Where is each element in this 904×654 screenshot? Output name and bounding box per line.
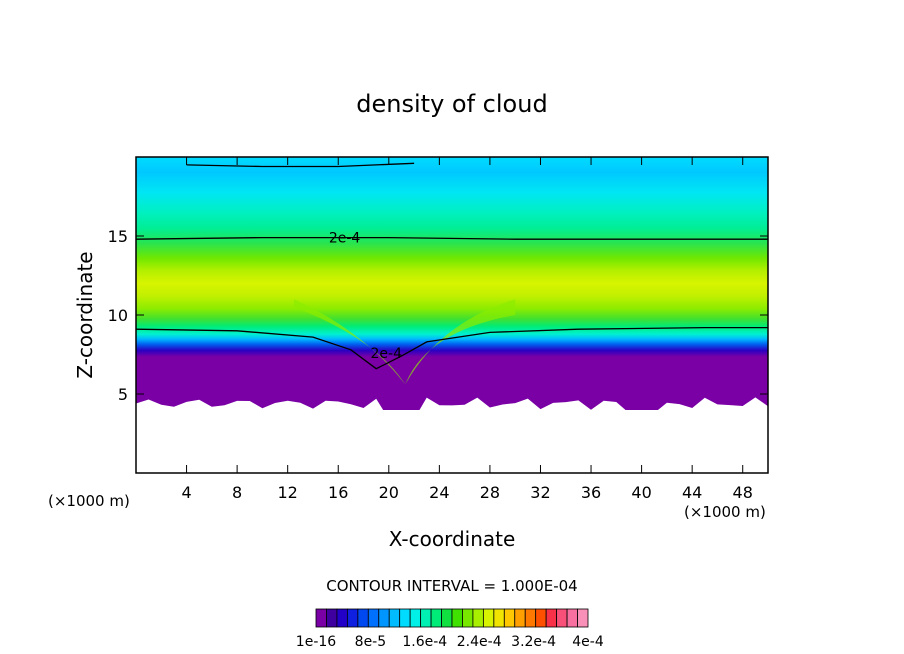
y-tick-label: 5 [118, 385, 128, 404]
y-axis-label: Z-coordinate [73, 251, 97, 378]
plot-area [136, 157, 768, 473]
x-unit-right: (×1000 m) [684, 503, 766, 521]
x-tick-label: 4 [181, 483, 191, 502]
colorbar-tick-label: 4e-4 [572, 634, 604, 650]
colorbar-swatch [378, 608, 390, 628]
x-unit-left: (×1000 m) [48, 492, 130, 510]
colorbar-swatch [430, 608, 442, 628]
colorbar-swatch [545, 608, 558, 628]
colorbar-swatch [524, 608, 537, 628]
clear-air-region [136, 397, 768, 473]
colorbar-swatch [441, 608, 453, 628]
colorbar-tick-label: 2.4e-4 [457, 634, 502, 650]
colorbar-swatch [315, 608, 327, 628]
colorbar-swatch [566, 608, 578, 628]
colorbar-swatch [357, 608, 369, 628]
colorbar-swatch [482, 608, 495, 628]
x-axis-label: X-coordinate [389, 527, 516, 551]
contour-label: 2e-4 [329, 231, 361, 247]
colorbar-swatch [409, 608, 422, 628]
y-tick-label: 10 [108, 306, 128, 325]
colorbar-swatch [399, 608, 411, 628]
colorbar-swatch [462, 608, 474, 628]
y-tick-label: 15 [108, 227, 128, 246]
x-tick-label: 20 [379, 483, 399, 502]
colorbar-tick-label: 3.2e-4 [511, 634, 556, 650]
colorbar-tick-label: 1.6e-4 [402, 634, 447, 650]
colorbar-swatch [556, 608, 568, 628]
x-tick-label: 36 [581, 483, 601, 502]
colorbar-swatch [336, 608, 348, 628]
x-tick-label: 12 [278, 483, 298, 502]
colorbar-swatch [493, 608, 505, 628]
x-tick-label: 24 [429, 483, 449, 502]
density-field-band [136, 157, 768, 410]
x-tick-label: 8 [232, 483, 242, 502]
x-tick-label: 40 [631, 483, 651, 502]
x-tick-label: 16 [328, 483, 348, 502]
central-dip-feature [294, 299, 516, 385]
x-tick-label: 44 [682, 483, 702, 502]
colorbar-tick-label: 1e-16 [296, 634, 336, 650]
colorbar-swatch [388, 608, 401, 628]
colorbar-swatch [577, 608, 589, 628]
contour-interval-text: CONTOUR INTERVAL = 1.000E-04 [326, 577, 577, 595]
x-tick-label: 48 [733, 483, 753, 502]
colorbar-swatch [503, 608, 516, 628]
colorbar-tick-label: 8e-5 [355, 634, 386, 650]
colorbar-swatch [420, 608, 432, 628]
colorbar-swatch [472, 608, 484, 628]
colorbar-swatch [326, 608, 338, 628]
colorbar-swatch [346, 608, 359, 628]
colorbar-swatch [514, 608, 526, 628]
chart-title: density of cloud [356, 90, 547, 118]
contour-line-upper [136, 236, 768, 240]
x-tick-label: 32 [530, 483, 550, 502]
colorbar-swatch [367, 608, 380, 628]
contour-line-lower [136, 326, 768, 370]
contour-label: 2e-4 [371, 346, 403, 362]
colorbar [315, 608, 589, 628]
x-tick-label: 28 [480, 483, 500, 502]
colorbar-swatch [451, 608, 463, 628]
contour-line-top [186, 162, 415, 168]
colorbar-swatch [535, 608, 547, 628]
